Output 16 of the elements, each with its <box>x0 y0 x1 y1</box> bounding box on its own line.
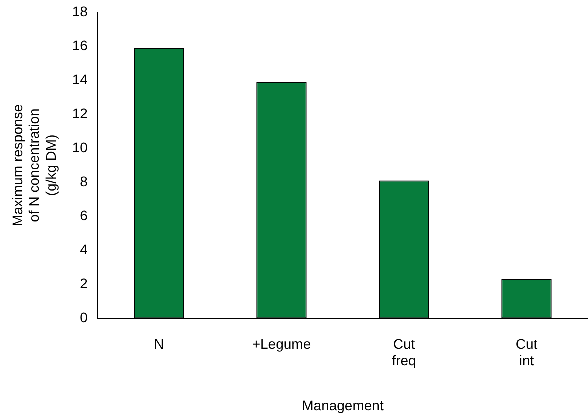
y-tick-label: 16 <box>72 37 88 54</box>
y-tick-label: 14 <box>72 71 88 88</box>
y-axis-title: Maximum response of N concentration (g/kg DM) <box>9 104 59 227</box>
y-tick-label: 4 <box>80 241 88 258</box>
x-tick-label: Cut int <box>516 336 538 369</box>
y-tick-label: 2 <box>80 275 88 292</box>
x-axis-title: Management <box>302 397 384 414</box>
y-tick-label: 10 <box>72 139 88 156</box>
y-tick-label: 6 <box>80 207 88 224</box>
x-tick-label: N <box>154 336 164 352</box>
x-tick-label: +Legume <box>252 336 312 352</box>
y-tick-label: 0 <box>80 309 88 326</box>
y-tick-label: 12 <box>72 105 88 122</box>
y-tick-label: 8 <box>80 173 88 190</box>
x-tick-label: Cut freq <box>392 336 416 369</box>
y-tick-label: 18 <box>72 3 88 20</box>
